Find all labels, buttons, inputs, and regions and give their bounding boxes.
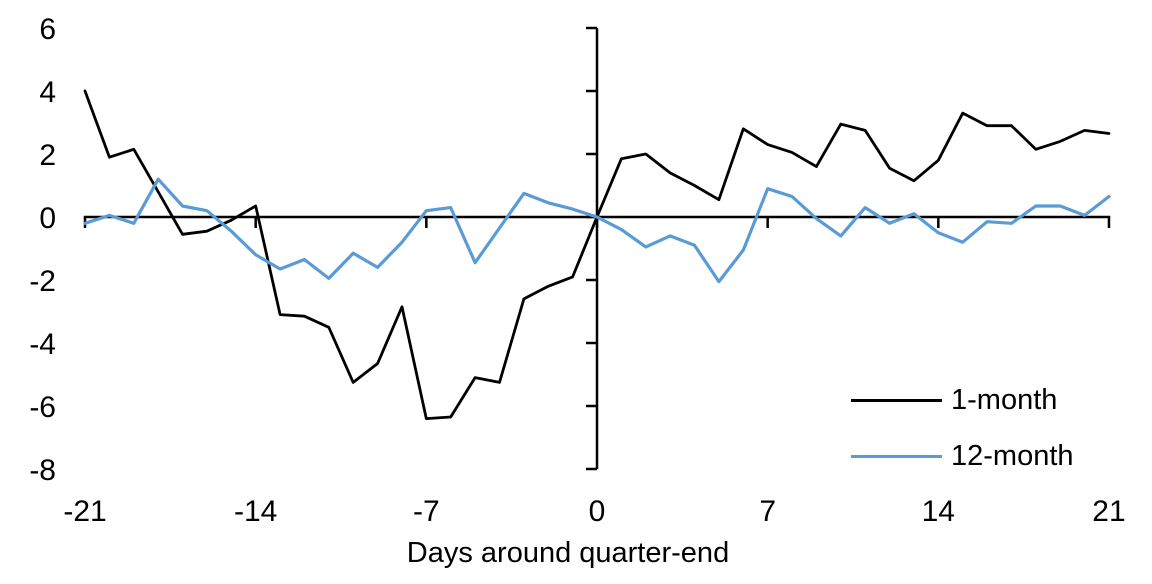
x-tick-label: 14: [922, 495, 955, 528]
y-tick-label: 0: [39, 202, 56, 235]
legend-label-12-month: 12-month: [951, 440, 1074, 472]
legend-item-1-month: 1-month: [851, 385, 1057, 415]
legend-line-swatch-12-month: [851, 454, 942, 458]
legend-line-swatch-1-month: [851, 398, 942, 402]
x-tick-label: -7: [413, 495, 440, 528]
x-tick-label: -21: [63, 495, 106, 528]
y-tick-label: -6: [29, 391, 56, 424]
x-tick-label: 7: [759, 495, 776, 528]
y-tick-label: 4: [39, 76, 56, 109]
legend-item-12-month: 12-month: [851, 441, 1074, 471]
x-axis-title: Days around quarter-end: [406, 537, 730, 569]
y-tick-label: 6: [39, 13, 56, 46]
y-tick-label: -4: [29, 328, 56, 361]
y-tick-label: -8: [29, 454, 56, 487]
y-tick-label: -2: [29, 265, 56, 298]
y-tick-label: 2: [39, 139, 56, 172]
legend-label-1-month: 1-month: [951, 384, 1058, 416]
x-tick-label: 0: [589, 495, 606, 528]
x-tick-label: -14: [234, 495, 277, 528]
series-line-12-month: [83, 177, 1111, 284]
x-tick-label: 21: [1092, 495, 1125, 528]
